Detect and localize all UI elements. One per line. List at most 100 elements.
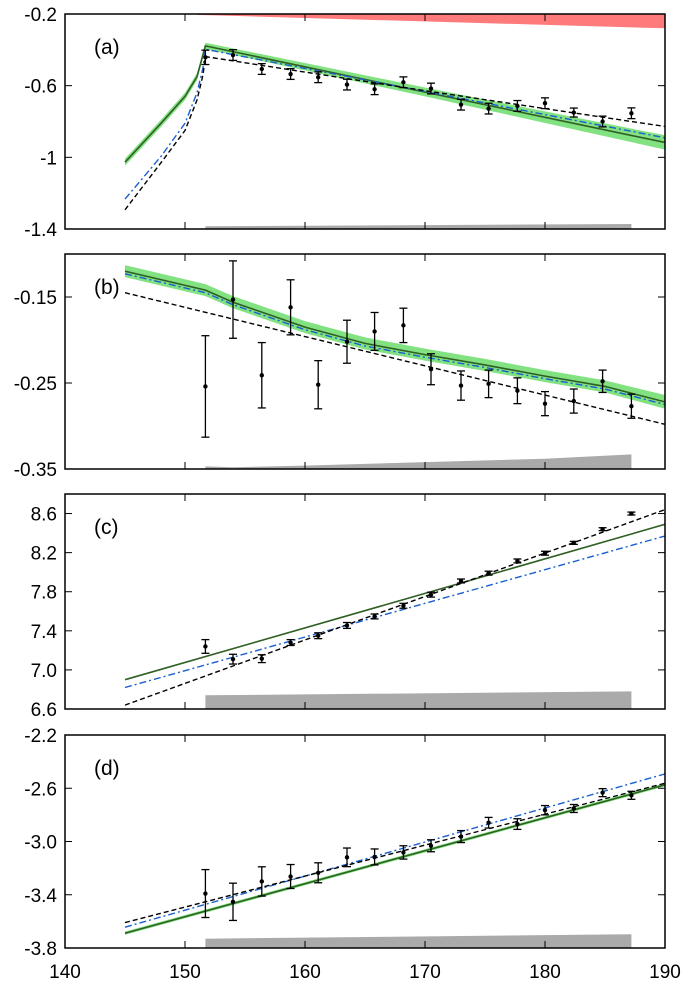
point-marker (629, 111, 634, 116)
data-point (484, 570, 493, 576)
data-point (427, 353, 435, 386)
point-marker (401, 323, 406, 328)
green-line (124, 270, 665, 403)
data-point (201, 335, 210, 438)
data-point (457, 370, 465, 401)
point-marker (344, 339, 350, 344)
point-marker (542, 808, 548, 813)
black-dashed-line (124, 292, 665, 425)
black-dashed-line (124, 55, 665, 211)
data-point (229, 653, 237, 665)
data-point (314, 359, 323, 410)
point-marker (316, 382, 321, 387)
data-point (257, 62, 266, 76)
point-marker (458, 578, 464, 584)
data-point (427, 839, 435, 853)
panel-b: -0.15 -0.25 -0.35 (b) (14, 253, 666, 481)
data-point (399, 76, 408, 89)
x-tick-label: 140 (49, 962, 81, 983)
y-tick-label: -0.25 (14, 374, 57, 395)
panel-label: (a) (94, 36, 120, 59)
blue-dash-dot-line (124, 535, 665, 689)
x-tick-label: 150 (169, 962, 201, 983)
y-tick-label: 8.6 (31, 505, 57, 526)
plot-area (124, 14, 665, 229)
point-marker (316, 633, 321, 638)
point-marker (542, 401, 548, 406)
point-marker (600, 119, 605, 124)
panel-label: (c) (94, 516, 119, 539)
data-point (627, 790, 636, 800)
point-marker (515, 103, 520, 109)
y-tick-label: 8.2 (31, 544, 57, 565)
y-tick-label: -3.4 (24, 886, 57, 907)
data-point (541, 390, 549, 417)
point-marker (428, 367, 434, 372)
data-point (286, 638, 295, 647)
green-line (124, 44, 665, 163)
y-tick-label: 7.0 (31, 661, 57, 682)
data-point (286, 67, 295, 81)
data-point (627, 107, 636, 120)
data-point (314, 862, 323, 884)
data-point (229, 49, 237, 62)
point-marker (288, 874, 293, 879)
point-marker (629, 404, 634, 409)
plot-frame (64, 13, 666, 230)
y-tick-label: -2.2 (24, 726, 57, 747)
data-point (541, 804, 549, 816)
data-point (627, 511, 636, 516)
data-point (457, 829, 465, 844)
plot-frame (64, 493, 666, 710)
panel-c: 8.6 8.2 7.8 7.4 7.0 6.6 (c) (31, 493, 666, 721)
data-point (314, 71, 323, 84)
point-marker (428, 843, 434, 848)
data-point (201, 868, 210, 919)
point-marker (259, 66, 264, 72)
point-marker (259, 879, 264, 884)
point-marker (230, 297, 236, 302)
point-marker (486, 381, 491, 387)
data-point (370, 848, 379, 866)
plot-frame (64, 253, 666, 470)
data-point (598, 787, 607, 798)
y-tick-label: -1 (40, 148, 57, 169)
point-marker (515, 388, 520, 393)
data-point (286, 863, 295, 890)
data-point (314, 632, 323, 640)
data-point (569, 540, 578, 546)
black-dashed-line (124, 782, 665, 924)
point-marker (401, 850, 406, 855)
y-tick-label: -0.15 (14, 288, 57, 309)
data-point (370, 311, 379, 351)
point-marker (428, 86, 434, 91)
data-point (627, 393, 636, 419)
point-marker (458, 383, 464, 388)
data-point (343, 319, 351, 364)
data-point (541, 550, 549, 556)
point-marker (344, 82, 350, 87)
data-point (457, 98, 465, 111)
data-point (513, 377, 522, 405)
data-point (370, 83, 379, 96)
point-marker (203, 644, 208, 649)
point-marker (230, 52, 236, 58)
panel-a: -0.2 -0.6 -1 -1.4 (a) (24, 5, 666, 241)
point-marker (203, 891, 208, 896)
blue-dash-dot-line (124, 773, 665, 928)
point-marker (542, 551, 548, 556)
point-marker (288, 71, 293, 77)
x-tick-label: 170 (409, 962, 441, 983)
x-tick-label: 160 (289, 962, 321, 983)
y-tick-label: -0.2 (24, 5, 57, 26)
y-tick-label: -3.8 (24, 939, 57, 960)
point-marker (486, 106, 491, 111)
y-tick-label: -3.0 (24, 833, 57, 854)
point-marker (259, 373, 264, 378)
point-marker (428, 592, 434, 597)
red-band (197, 14, 665, 29)
y-tick-label: 6.6 (31, 700, 57, 721)
data-point (343, 847, 351, 868)
data-point (569, 107, 578, 118)
